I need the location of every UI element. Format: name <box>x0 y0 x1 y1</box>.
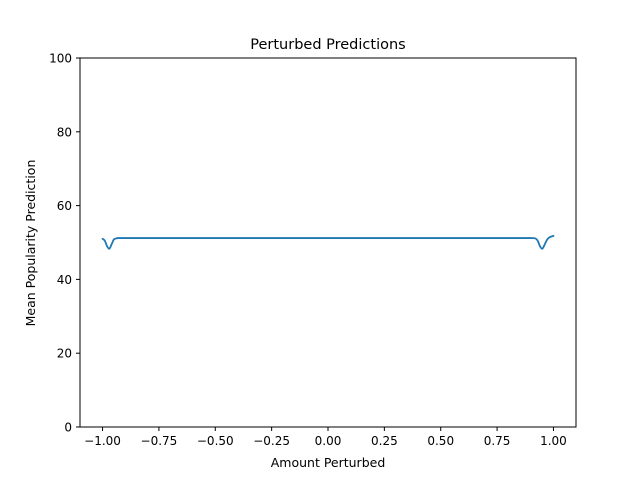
plot-area-frame <box>79 57 577 428</box>
x-axis-label: Amount Perturbed <box>271 455 386 470</box>
y-tick-label: 20 <box>57 347 72 361</box>
plot-series-group <box>101 234 555 250</box>
x-tick-label: 0.00 <box>315 434 342 448</box>
y-axis-label: Mean Popularity Prediction <box>23 160 38 327</box>
series-line <box>101 234 555 250</box>
y-tick-label: 60 <box>57 199 72 213</box>
chart-title: Perturbed Predictions <box>250 37 405 53</box>
x-tick-label: 1.00 <box>540 434 567 448</box>
y-tick-label: 0 <box>64 421 72 435</box>
x-tick-label: 0.50 <box>427 434 454 448</box>
x-tick-label: −1.00 <box>84 434 121 448</box>
x-axis-ticks: −1.00 −0.75 −0.50 −0.25 0.00 0.25 0.50 0.75 1.00 <box>84 427 567 448</box>
x-tick-label: −0.25 <box>253 434 290 448</box>
x-tick-label: −0.50 <box>197 434 234 448</box>
y-axis-ticks: 0 20 40 60 80 100 <box>49 52 80 435</box>
y-tick-label: 80 <box>57 125 72 139</box>
x-tick-label: −0.75 <box>141 434 178 448</box>
y-tick-label: 40 <box>57 273 72 287</box>
x-tick-label: 0.25 <box>371 434 398 448</box>
y-tick-label: 100 <box>49 52 72 66</box>
x-tick-label: 0.75 <box>484 434 511 448</box>
